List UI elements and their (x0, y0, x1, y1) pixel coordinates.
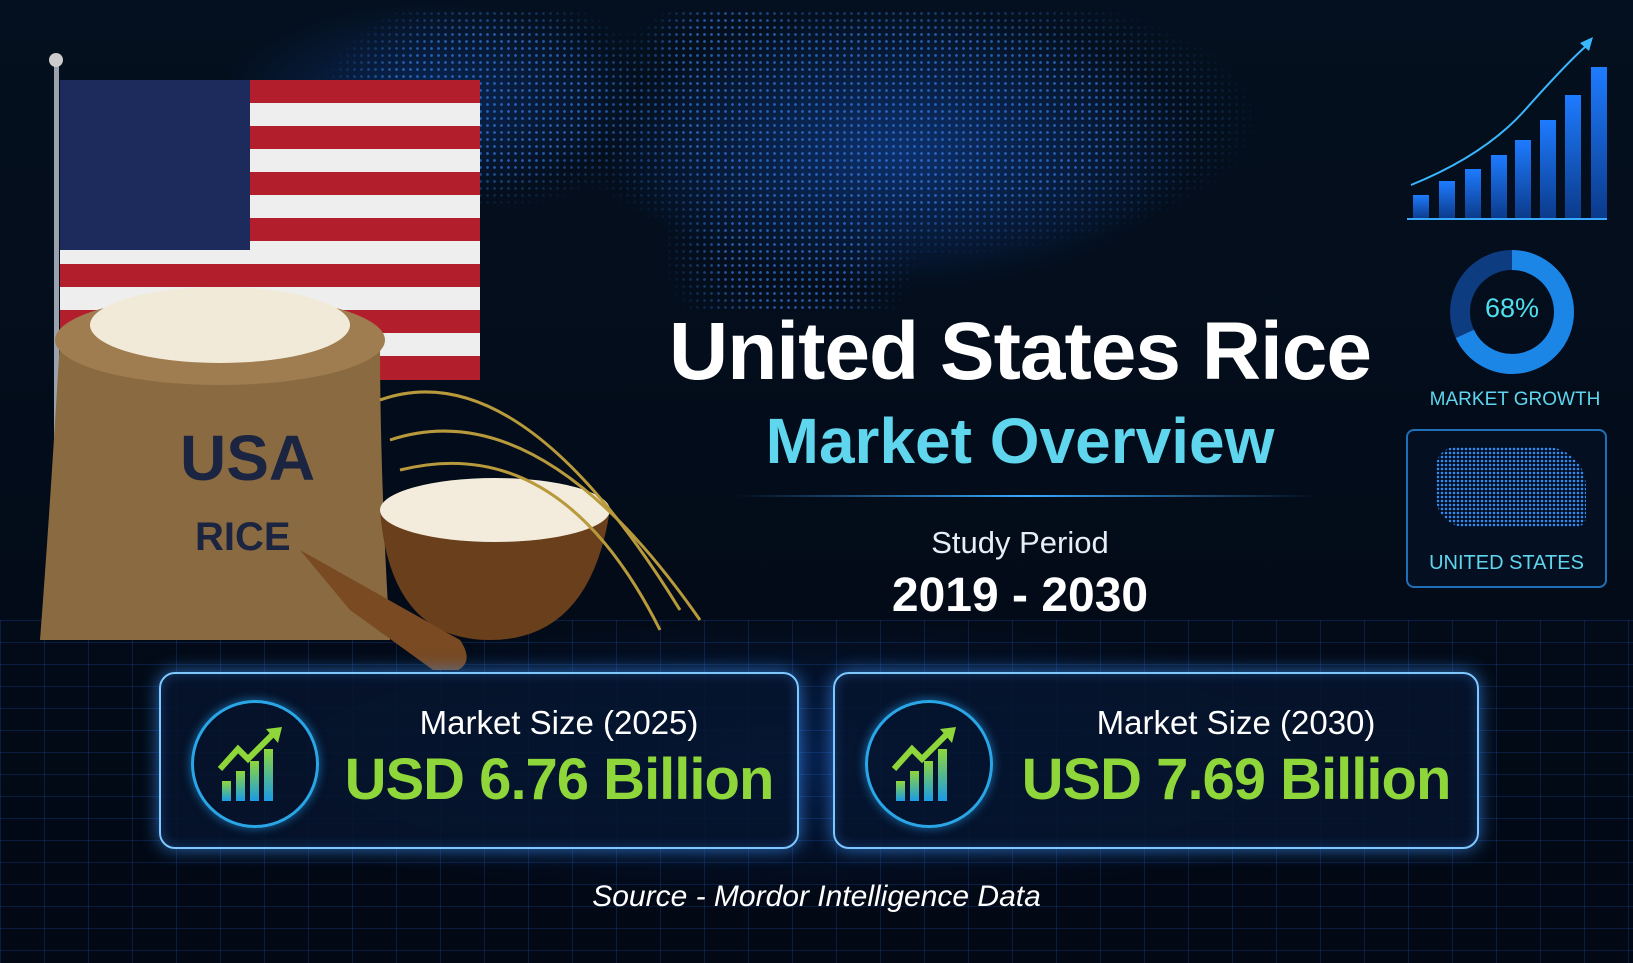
sack-text-usa: USA (180, 422, 315, 494)
united-states-panel: UNITED STATES (1406, 429, 1607, 588)
rice-illustration: USA RICE (40, 53, 702, 670)
growth-chart-icon (865, 700, 993, 828)
rice-bowl (300, 478, 610, 670)
card-value: USD 6.76 Billion (344, 747, 775, 812)
market-growth-donut (1450, 250, 1574, 374)
sack-text-rice: RICE (195, 515, 291, 559)
card-label: Market Size (2025) (419, 704, 699, 741)
region-label: UNITED STATES (1429, 552, 1584, 574)
growth-percent: 68% (1484, 293, 1540, 323)
growth-bar-chart-icon (1407, 37, 1607, 220)
card-label: Market Size (2030) (1096, 704, 1376, 741)
rice-stalks (379, 390, 702, 631)
market-size-card-2025: Market Size (2025) USD 6.76 Billion (159, 672, 799, 849)
donut-progress-arc (1450, 250, 1574, 374)
card-value: USD 7.69 Billion (1021, 747, 1452, 812)
market-growth-label: MARKET GROWTH (1429, 389, 1601, 410)
source-note: Source - Mordor Intelligence Data (592, 880, 1041, 913)
study-period-label: Study Period (931, 525, 1109, 560)
us-map-icon (1436, 447, 1586, 527)
page-title: United States Rice (669, 306, 1372, 397)
study-period-value: 2019 - 2030 (891, 569, 1149, 622)
rice-sack: USA RICE (40, 287, 390, 640)
page-subtitle: Market Overview (765, 405, 1275, 477)
market-size-card-2030: Market Size (2030) USD 7.69 Billion (833, 672, 1479, 849)
growth-chart-icon (191, 700, 319, 828)
divider (734, 495, 1318, 497)
